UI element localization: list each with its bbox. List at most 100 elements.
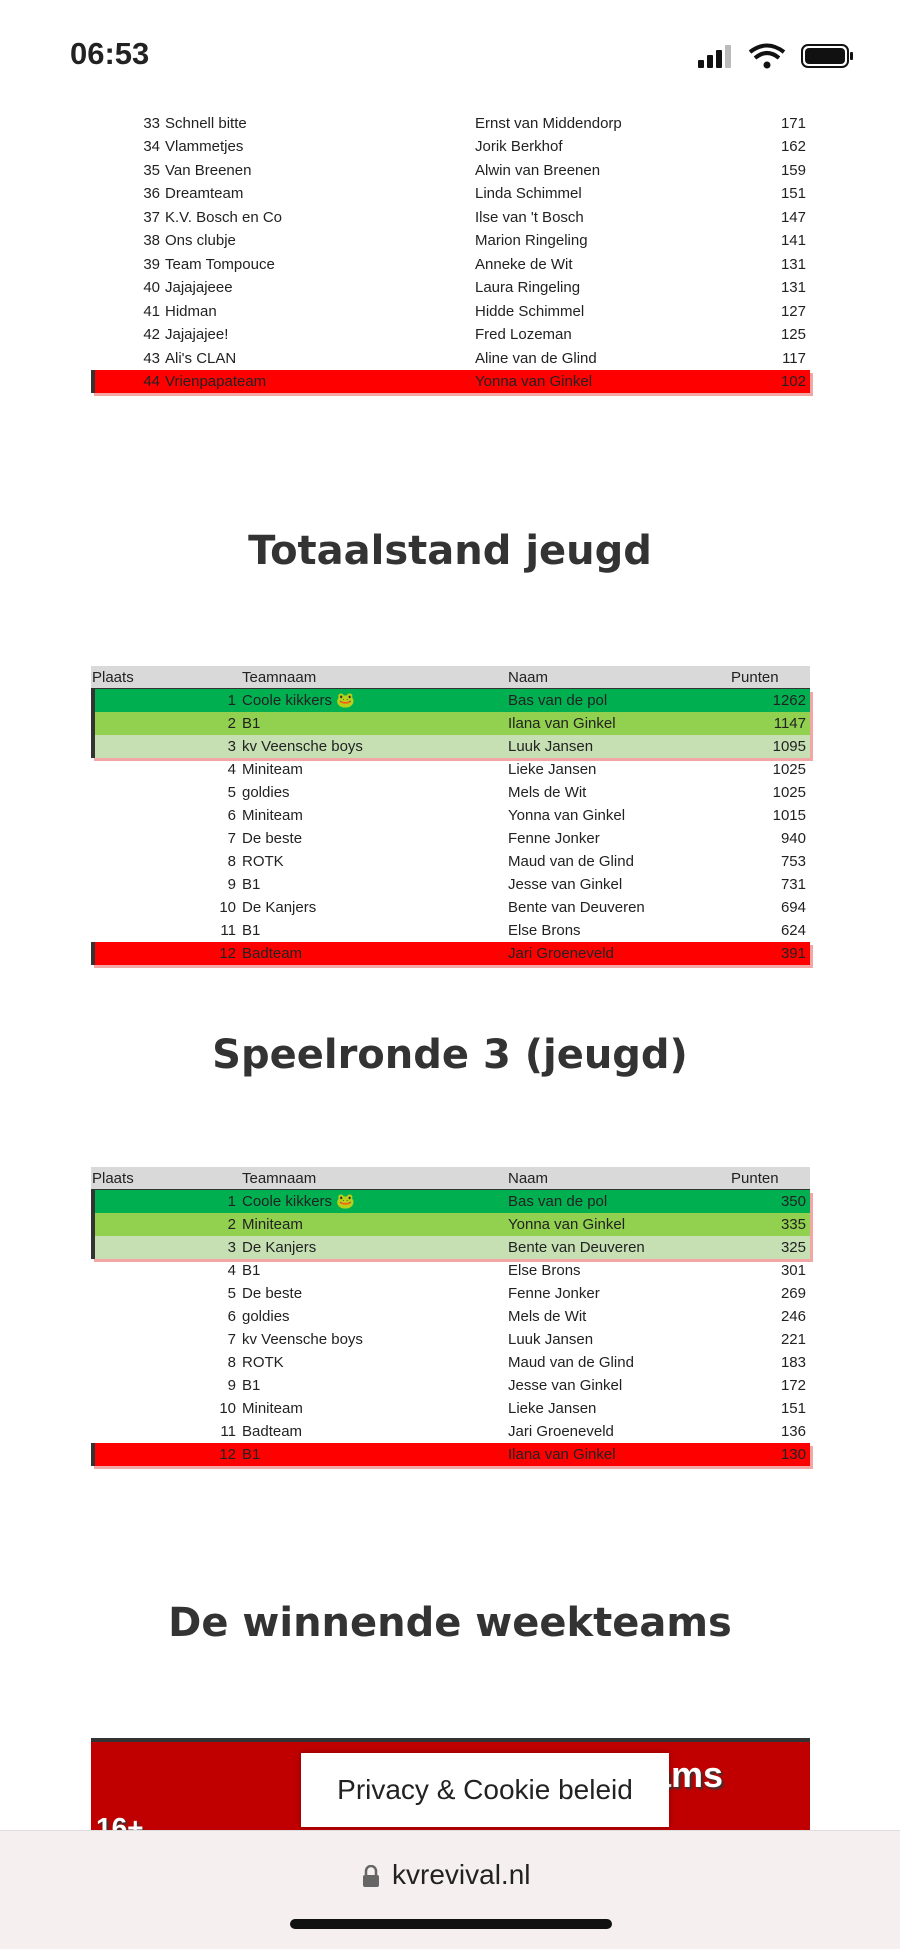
team-name: Jajajajeee [165, 279, 233, 296]
player-name: Jesse van Ginkel [508, 876, 623, 893]
points: 694 [780, 899, 806, 916]
player-name: Jesse van Ginkel [508, 1377, 623, 1394]
player-name: Aline van de Glind [475, 349, 597, 367]
rank: 4 [227, 761, 236, 778]
rank: 8 [227, 853, 236, 870]
url[interactable]: kvrevival.nl [392, 1859, 531, 1890]
team-name: Team Tompouce [165, 255, 275, 273]
team-name: Badteam [242, 945, 303, 962]
status-icons [698, 43, 853, 69]
row-highlight [91, 1190, 810, 1213]
status-time: 06:53 [70, 36, 150, 71]
player-name: Ilana van Ginkel [508, 1446, 616, 1463]
rank: 44 [143, 373, 160, 390]
player-name: Marion Ringeling [475, 232, 588, 249]
row-highlight [91, 689, 810, 712]
rank: 6 [227, 1308, 236, 1325]
browser-bar: kvrevival.nl [0, 1830, 900, 1949]
player-name: Mels de Wit [508, 784, 587, 801]
table-header-bg [91, 1167, 810, 1191]
team-name: B1 [242, 876, 261, 893]
team-name: B1 [242, 1446, 261, 1463]
team-name: kv Veensche boys [242, 1331, 363, 1348]
rank: 1 [227, 1193, 236, 1210]
row-highlight [91, 942, 810, 965]
points: 171 [780, 114, 806, 132]
player-name: Hidde Schimmel [475, 302, 585, 320]
points: 151 [780, 1400, 806, 1417]
player-name: Luuk Jansen [508, 1331, 594, 1348]
player-name: Ernst van Middendorp [475, 114, 622, 132]
player-name: Yonna van Ginkel [475, 373, 593, 390]
points: 131 [780, 255, 806, 273]
rank: 38 [143, 232, 160, 249]
player-name: Jari Groeneveld [508, 945, 614, 962]
player-name: Mels de Wit [508, 1308, 587, 1325]
rank: 33 [143, 114, 160, 132]
points: 147 [780, 208, 806, 226]
points: 221 [780, 1331, 806, 1348]
points: 136 [780, 1423, 806, 1440]
team-name: Jajajajee! [165, 326, 229, 343]
row-highlight [91, 370, 810, 393]
team-name: K.V. Bosch en Co [165, 208, 283, 226]
points: 172 [780, 1377, 806, 1394]
points: 1147 [773, 715, 806, 732]
team-name: Vlammetjes [165, 138, 244, 155]
team-name: Ali's CLAN [165, 349, 237, 367]
rank: 3 [227, 1239, 236, 1256]
points: 753 [780, 853, 806, 870]
team-name: ROTK [242, 853, 284, 870]
player-name: Bas van de pol [508, 1193, 608, 1210]
rank: 35 [143, 161, 160, 179]
points: 125 [780, 326, 806, 343]
points: 301 [780, 1262, 806, 1279]
rank: 3 [227, 738, 236, 755]
cookie-button[interactable]: Privacy & Cookie beleid [301, 1753, 669, 1827]
team-name: Hidman [165, 302, 217, 320]
points: 1095 [772, 738, 806, 755]
team-name: De beste [242, 1285, 303, 1302]
player-name: Maud van de Glind [508, 853, 634, 870]
player-name: Yonna van Ginkel [508, 1216, 626, 1233]
points: 131 [780, 279, 806, 296]
column-header: Plaats [92, 1170, 134, 1187]
team-name: Miniteam [242, 761, 303, 778]
player-name: Fred Lozeman [475, 326, 572, 343]
points: 130 [780, 1446, 806, 1463]
team-name: Coole kikkers 🐸 [242, 1193, 355, 1210]
rank: 40 [143, 279, 160, 296]
rank: 5 [227, 1285, 236, 1302]
player-name: Lieke Jansen [508, 1400, 597, 1417]
rank: 43 [143, 349, 160, 367]
rank: 42 [143, 326, 160, 343]
team-name: goldies [242, 1308, 290, 1325]
rank: 9 [227, 876, 236, 893]
column-header: Naam [508, 1170, 549, 1187]
team-name: Schnell bitte [165, 114, 247, 132]
player-name: Laura Ringeling [475, 279, 581, 296]
column-header: Punten [731, 1170, 779, 1187]
team-name: ROTK [242, 1354, 284, 1371]
player-name: Alwin van Breenen [475, 161, 601, 179]
team-name: B1 [242, 1377, 261, 1394]
player-name: Else Brons [508, 1262, 581, 1279]
points: 940 [780, 830, 806, 847]
team-name: Miniteam [242, 1400, 303, 1417]
row-highlight [91, 712, 810, 735]
player-name: Linda Schimmel [475, 185, 582, 202]
player-name: Yonna van Ginkel [508, 807, 626, 824]
player-name: Fenne Jonker [508, 830, 600, 847]
player-name: Bente van Deuveren [508, 899, 645, 916]
player-name: Ilana van Ginkel [508, 715, 616, 732]
rank: 6 [227, 807, 236, 824]
team-name: B1 [242, 715, 261, 732]
points: 246 [780, 1308, 806, 1325]
row-highlight [91, 1236, 810, 1259]
points: 127 [780, 302, 806, 320]
team-name: Dreamteam [165, 185, 244, 202]
points: 624 [780, 922, 806, 939]
points: 1262 [772, 692, 806, 709]
row-highlight [91, 735, 810, 758]
